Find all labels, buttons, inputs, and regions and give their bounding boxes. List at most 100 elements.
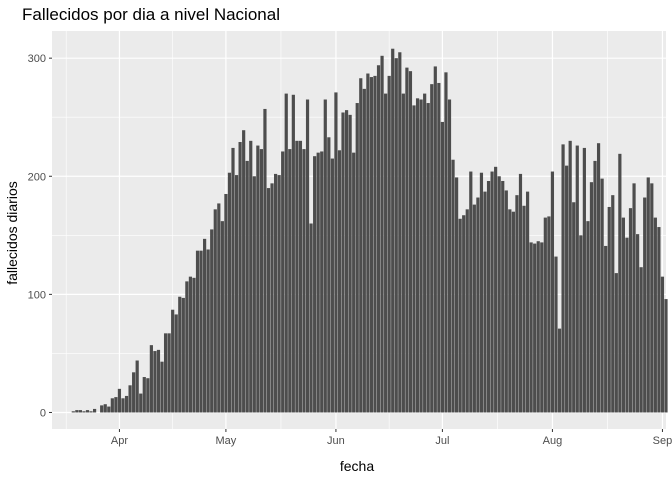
bar (497, 176, 501, 413)
bar (305, 99, 310, 413)
bar (146, 378, 150, 413)
bar (231, 147, 235, 413)
bar (284, 93, 288, 413)
bar (518, 173, 523, 413)
bar (195, 250, 200, 413)
y-axis-title: fallecidos diarios (4, 181, 20, 285)
bar (401, 93, 405, 413)
bar (504, 190, 508, 413)
bar (476, 197, 480, 413)
bar (206, 249, 210, 413)
bar (614, 273, 618, 413)
bar (408, 71, 413, 413)
bar (451, 159, 455, 413)
bar (238, 142, 242, 413)
y-tick-label: 200 (28, 171, 46, 183)
bar (344, 110, 349, 413)
bar (611, 195, 615, 413)
bar (107, 406, 111, 413)
bar (575, 145, 579, 413)
bar (373, 75, 377, 413)
bar (249, 140, 253, 413)
bar (210, 229, 214, 413)
bar (426, 103, 430, 413)
x-tick-label: May (216, 435, 237, 447)
bar (380, 55, 384, 413)
bar (295, 140, 299, 413)
y-axis: 0 100 200 300 (28, 53, 52, 419)
bar (572, 202, 576, 413)
bar (376, 65, 381, 413)
bar (586, 221, 590, 413)
bar (561, 144, 565, 413)
bar (639, 267, 643, 413)
bar (621, 217, 626, 413)
bar (405, 67, 409, 413)
bar (270, 183, 274, 413)
bar (291, 94, 295, 413)
bar (415, 98, 420, 413)
bars (71, 48, 668, 413)
y-tick-label: 300 (28, 53, 46, 65)
bar (174, 314, 178, 413)
bar (479, 172, 484, 413)
bar (334, 92, 338, 413)
bar (348, 114, 352, 413)
bar (117, 388, 122, 413)
bar (266, 188, 271, 413)
bar (547, 216, 551, 413)
bar (298, 140, 303, 413)
bar (579, 235, 583, 413)
bar (643, 197, 647, 413)
y-tick-label: 0 (40, 407, 46, 419)
bar (650, 183, 654, 413)
bar (323, 99, 327, 413)
bar (486, 180, 491, 413)
bar (369, 77, 374, 413)
bar (313, 156, 317, 413)
bar (419, 99, 423, 413)
bar (337, 150, 342, 413)
bar (646, 177, 650, 413)
bar (355, 103, 359, 413)
bar (494, 166, 498, 413)
bar (636, 234, 640, 413)
bar (462, 215, 466, 413)
bar (540, 242, 544, 413)
bar (100, 405, 104, 413)
bar (167, 333, 171, 413)
bar (160, 361, 164, 413)
bar (277, 175, 281, 413)
bar (302, 149, 306, 413)
x-tick-label: Jul (435, 435, 449, 447)
bar (156, 349, 161, 413)
bar (522, 205, 526, 413)
bar (455, 177, 459, 413)
bar (511, 211, 515, 413)
bar (281, 151, 285, 413)
bar (220, 221, 224, 413)
bar (501, 180, 505, 413)
bar (330, 158, 334, 413)
bar (85, 410, 90, 413)
bar (259, 149, 263, 413)
bar (565, 165, 569, 413)
bar (589, 182, 594, 413)
bar (135, 360, 139, 413)
bar (252, 176, 256, 413)
bar (412, 105, 416, 413)
bar (394, 58, 398, 413)
bar (660, 276, 665, 413)
bar (75, 410, 79, 413)
bar (213, 209, 217, 413)
bar (327, 137, 331, 413)
bar (192, 277, 196, 413)
x-tick-label: Sep (653, 435, 672, 447)
bar (582, 147, 586, 413)
bar (447, 99, 452, 413)
bar (309, 223, 313, 413)
bar (628, 208, 633, 413)
bar (391, 48, 395, 413)
bar (437, 82, 441, 413)
bar (664, 299, 668, 413)
